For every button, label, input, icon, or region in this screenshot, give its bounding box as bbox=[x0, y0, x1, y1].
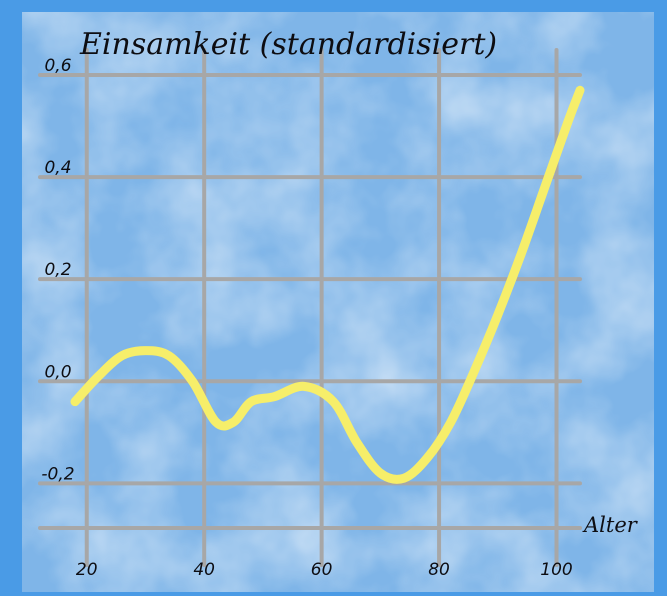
labels: Einsamkeit (standardisiert) Alter 20 40 60… bbox=[41, 27, 638, 580]
x-tick-label: 100 bbox=[540, 560, 572, 580]
x-tick-label: 60 bbox=[311, 560, 333, 580]
y-tick-label: 0,0 bbox=[44, 362, 71, 382]
series-layer bbox=[70, 85, 585, 484]
background-texture bbox=[22, 12, 654, 592]
y-tick-label: 0,4 bbox=[44, 158, 71, 178]
y-tick-label: 0,6 bbox=[44, 56, 71, 76]
chart-title: Einsamkeit (standardisiert) bbox=[79, 27, 497, 62]
x-tick-label: 20 bbox=[76, 560, 98, 580]
y-tick-label: -0,2 bbox=[41, 464, 74, 484]
y-tick-label: 0,2 bbox=[44, 260, 71, 280]
x-tick-label: 80 bbox=[428, 560, 450, 580]
series-line bbox=[70, 85, 585, 484]
x-axis-label: Alter bbox=[582, 513, 639, 537]
x-tick-label: 40 bbox=[193, 560, 215, 580]
grid bbox=[38, 48, 582, 567]
